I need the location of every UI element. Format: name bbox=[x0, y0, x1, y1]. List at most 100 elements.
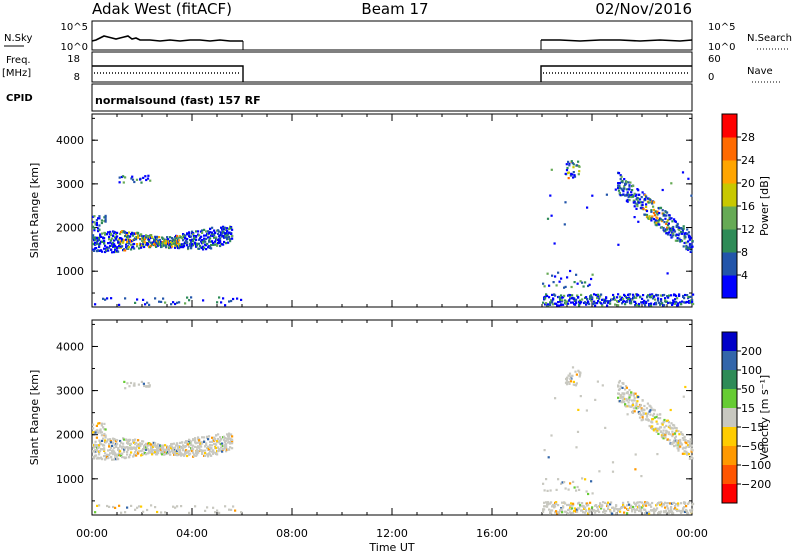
echo-cell bbox=[676, 509, 679, 513]
echo-cell bbox=[118, 176, 121, 179]
echo-cell bbox=[97, 227, 100, 230]
echo-cell bbox=[667, 502, 670, 505]
echo-cell bbox=[137, 452, 140, 455]
echo-cell bbox=[635, 296, 638, 299]
echo-cell bbox=[670, 422, 673, 425]
echo-cell bbox=[147, 235, 150, 238]
echo-cell bbox=[158, 300, 161, 303]
echo-cell bbox=[110, 441, 113, 444]
colorbar-tick-label: 24 bbox=[741, 154, 755, 167]
echo-cell bbox=[116, 439, 119, 442]
echo-cell bbox=[95, 224, 98, 227]
echo-cell bbox=[154, 443, 157, 447]
cpid-label: CPID bbox=[6, 93, 33, 104]
echo-cell bbox=[569, 296, 572, 299]
echo-cell bbox=[650, 302, 653, 305]
colorbar-tick-label: 28 bbox=[741, 131, 755, 144]
echo-cell bbox=[636, 400, 639, 403]
echo-cell bbox=[631, 510, 634, 513]
echo-cell bbox=[98, 444, 101, 447]
echo-cell bbox=[207, 230, 210, 233]
echo-cell bbox=[564, 299, 567, 302]
echo-cell bbox=[140, 246, 143, 249]
echo-cell bbox=[622, 190, 625, 193]
echo-cell bbox=[185, 445, 188, 448]
echo-cell bbox=[211, 240, 214, 243]
echo-cell bbox=[140, 233, 143, 236]
echo-cell bbox=[666, 430, 669, 433]
echo-cell bbox=[619, 295, 622, 298]
echo-cell bbox=[645, 300, 648, 303]
echo-cell bbox=[621, 296, 624, 299]
echo-cell bbox=[133, 242, 136, 246]
echo-cell bbox=[624, 303, 627, 306]
echo-cell bbox=[232, 505, 235, 508]
echo-cell bbox=[677, 502, 680, 505]
echo-cell bbox=[220, 301, 223, 304]
echo-cell bbox=[577, 369, 580, 372]
echo-cell bbox=[576, 282, 579, 285]
echo-cell bbox=[644, 512, 647, 515]
echo-cell bbox=[659, 218, 663, 221]
echo-cell bbox=[146, 445, 149, 448]
echo-cell bbox=[122, 445, 125, 448]
echo-cell bbox=[578, 488, 581, 491]
echo-cell bbox=[123, 380, 126, 383]
echo-cell bbox=[194, 438, 197, 441]
echo-cell bbox=[191, 449, 194, 453]
echo-cell bbox=[647, 299, 650, 302]
echo-cell bbox=[195, 454, 198, 457]
echo-cell bbox=[148, 303, 151, 306]
echo-cell bbox=[123, 248, 126, 251]
colorbar-swatch bbox=[722, 160, 737, 184]
echo-cell bbox=[643, 299, 646, 302]
echo-cell bbox=[648, 410, 651, 413]
echo-cell bbox=[604, 301, 607, 304]
echo-cell bbox=[632, 394, 635, 397]
echo-cell bbox=[661, 219, 664, 222]
echo-cell bbox=[631, 404, 635, 407]
echo-cell bbox=[112, 241, 115, 245]
echo-cell bbox=[136, 243, 139, 246]
echo-cell bbox=[634, 300, 637, 304]
echo-cell bbox=[162, 444, 165, 447]
echo-cell bbox=[668, 216, 671, 219]
echo-cell bbox=[547, 503, 550, 506]
echo-cell bbox=[103, 216, 106, 219]
echo-cell bbox=[145, 448, 148, 451]
echo-cell bbox=[631, 508, 634, 511]
echo-cell bbox=[603, 509, 606, 513]
echo-cell bbox=[140, 380, 143, 383]
echo-cell bbox=[628, 389, 631, 392]
echo-cell bbox=[175, 243, 178, 246]
freq-line-2 bbox=[540, 65, 692, 82]
echo-cell bbox=[562, 506, 565, 509]
echo-cell bbox=[112, 505, 115, 509]
echo-cell bbox=[118, 303, 121, 306]
echo-cell bbox=[99, 242, 102, 245]
echo-cell bbox=[151, 448, 154, 451]
echo-cell bbox=[611, 512, 614, 515]
echo-cell bbox=[122, 240, 125, 243]
echo-cell bbox=[685, 442, 688, 445]
echo-cell bbox=[684, 236, 687, 239]
echo-cell bbox=[106, 504, 109, 508]
echo-cell bbox=[105, 457, 108, 460]
echo-cell bbox=[577, 173, 580, 176]
echo-cell bbox=[641, 414, 644, 418]
echo-cell bbox=[176, 235, 179, 238]
echo-cell bbox=[225, 450, 228, 453]
echo-cell bbox=[681, 433, 684, 436]
echo-cell bbox=[189, 452, 192, 455]
echo-cell bbox=[624, 403, 627, 406]
echo-cell bbox=[684, 232, 687, 235]
echo-cell bbox=[100, 456, 103, 459]
y-tick-label: 3000 bbox=[56, 385, 84, 398]
echo-cell bbox=[228, 227, 231, 231]
echo-cell bbox=[682, 225, 685, 228]
echo-cell bbox=[567, 512, 570, 515]
echo-cell bbox=[628, 297, 631, 300]
echo-cell bbox=[224, 437, 227, 440]
echo-cell bbox=[673, 432, 677, 435]
echo-cell bbox=[624, 294, 627, 298]
